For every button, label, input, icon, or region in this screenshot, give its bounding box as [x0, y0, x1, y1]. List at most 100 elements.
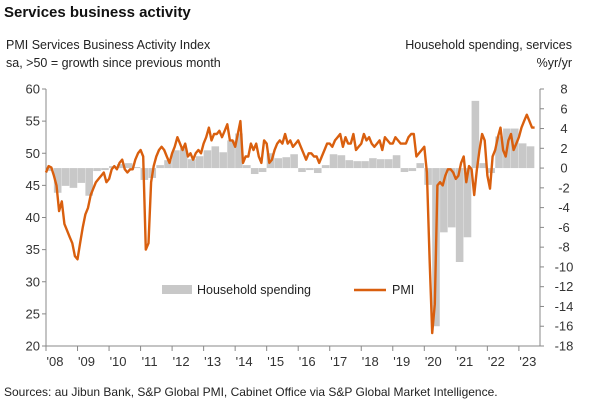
spending-bar: [235, 133, 243, 169]
right-tick-label: -2: [558, 180, 570, 195]
left-tick-label: 55: [26, 114, 40, 129]
spending-bar: [447, 168, 456, 228]
spending-bar: [274, 158, 283, 169]
spending-bar: [290, 154, 298, 169]
spending-bar: [46, 168, 54, 172]
x-tick-label: '09: [78, 354, 95, 369]
spending-bar: [282, 157, 291, 169]
spending-bar: [298, 168, 306, 173]
x-tick-label: '13: [204, 354, 221, 369]
spending-bar: [384, 159, 393, 169]
spending-bar: [463, 168, 472, 238]
spending-bar: [187, 159, 196, 169]
spending-bar: [132, 167, 141, 169]
x-tick-label: '08: [47, 354, 64, 369]
spending-bar: [203, 150, 212, 169]
x-tick-label: '14: [236, 354, 253, 369]
right-tick-label: -14: [555, 299, 574, 314]
left-axis-note: sa, >50 = growth since previous month: [6, 56, 221, 70]
left-tick-label: 20: [26, 339, 40, 354]
spending-bar: [250, 168, 259, 175]
spending-bar: [392, 155, 401, 169]
spending-bar: [495, 136, 503, 169]
left-tick-label: 45: [26, 178, 40, 193]
x-tick-label: '20: [425, 354, 442, 369]
x-tick-label: '16: [299, 354, 316, 369]
legend-label-household-spending: Household spending: [197, 283, 311, 297]
spending-bar: [53, 168, 62, 193]
right-axis-subtitle: Household spending, services %yr/yr: [405, 36, 572, 72]
spending-bar: [61, 168, 70, 186]
spending-bar: [526, 146, 535, 169]
right-tick-label: -18: [555, 339, 574, 354]
spending-bar: [172, 150, 180, 169]
right-tick-label: -6: [558, 220, 570, 235]
x-tick-label: '21: [456, 354, 473, 369]
spending-bar: [416, 163, 425, 169]
left-tick-label: 50: [26, 146, 40, 161]
left-axis-subtitle: PMI Services Business Activity Index sa,…: [6, 36, 221, 72]
spending-bar: [116, 164, 125, 169]
spending-bar: [440, 168, 448, 233]
source-note: Sources: au Jibun Bank, S&P Global PMI, …: [4, 385, 498, 399]
spending-bar: [400, 168, 409, 173]
legend-label-pmi: PMI: [392, 283, 414, 297]
spending-bar: [69, 168, 78, 188]
spending-bar: [479, 163, 488, 169]
spending-bar: [361, 161, 369, 169]
left-axis-label: PMI Services Business Activity Index: [6, 38, 211, 52]
left-tick-label: 60: [26, 82, 40, 97]
spending-bar: [243, 165, 251, 169]
x-tick-label: '10: [110, 354, 127, 369]
left-tick-label: 35: [26, 242, 40, 257]
legend-swatch-household-spending: [162, 285, 192, 294]
spending-bar: [101, 168, 109, 171]
pmi-line: [44, 113, 535, 335]
right-tick-label: -16: [555, 319, 574, 334]
x-tick-label: '12: [173, 354, 190, 369]
spending-bar: [93, 168, 101, 172]
spending-bar: [321, 165, 330, 169]
right-tick-label: -10: [555, 259, 574, 274]
spending-bar: [455, 168, 464, 262]
spending-bar: [345, 160, 354, 169]
spending-bar: [179, 148, 188, 169]
spending-bar: [124, 163, 133, 169]
spending-bar: [164, 160, 172, 169]
spending-bar: [353, 161, 361, 169]
spending-bar: [211, 146, 220, 169]
right-tick-label: 0: [560, 161, 567, 176]
right-tick-label: -4: [558, 200, 570, 215]
x-tick-label: '23: [519, 354, 536, 369]
x-tick-label: '18: [362, 354, 379, 369]
left-tick-label: 30: [26, 274, 40, 289]
x-tick-label: '19: [393, 354, 410, 369]
spending-bar: [313, 168, 322, 174]
x-tick-label: '15: [267, 354, 284, 369]
spending-bar: [77, 168, 86, 183]
spending-bar: [369, 158, 377, 169]
left-tick-label: 25: [26, 306, 40, 321]
right-tick-label: 2: [560, 141, 567, 156]
spending-bar: [518, 143, 527, 169]
right-axis-label: Household spending, services: [405, 38, 572, 52]
x-tick-label: '11: [142, 354, 158, 369]
spending-bar: [337, 155, 346, 169]
right-tick-label: -12: [555, 279, 574, 294]
spending-bar: [227, 140, 235, 169]
spending-bar: [258, 168, 267, 173]
right-tick-label: 8: [560, 82, 567, 97]
spending-bar: [85, 168, 93, 196]
spending-bar: [306, 168, 314, 171]
spending-bar: [408, 168, 417, 172]
spending-bar: [195, 156, 204, 169]
right-tick-label: -8: [558, 240, 570, 255]
right-tick-label: 6: [560, 101, 567, 116]
spending-bar: [156, 165, 164, 169]
right-axis-unit: %yr/yr: [536, 56, 572, 70]
spending-bar: [471, 100, 480, 169]
left-tick-label: 40: [26, 210, 40, 225]
right-tick-label: 4: [560, 121, 567, 136]
chart-title: Services business activity: [4, 4, 191, 21]
